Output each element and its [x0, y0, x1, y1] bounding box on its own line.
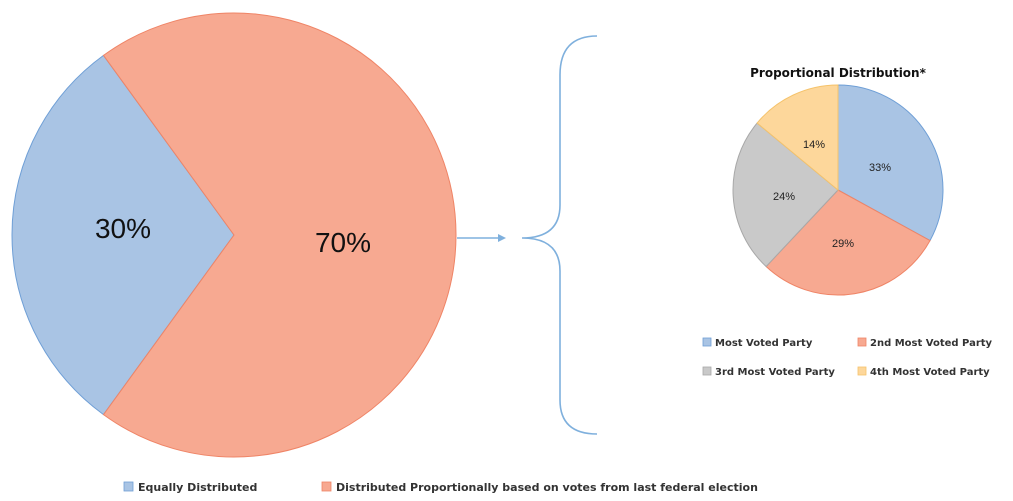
proportional-pie-slice-3 — [756, 84, 839, 192]
main-pie-label-proportional: 70% — [315, 227, 371, 258]
small-pie-title: Proportional Distribution* — [750, 66, 926, 80]
legend-swatch-equally — [123, 481, 134, 492]
legend-swatch-2nd — [857, 337, 867, 347]
small-pie-label-most: 33% — [869, 162, 891, 174]
proportional-pie-slice-1 — [765, 189, 931, 296]
main-pie-slice-0 — [11, 54, 235, 416]
small-pie-label-2nd: 29% — [832, 238, 854, 250]
main-pie-chart — [11, 12, 457, 458]
proportional-pie-slice-2 — [732, 122, 839, 268]
legend-swatch-most — [702, 337, 712, 347]
proportional-pie-slice-0 — [837, 84, 944, 242]
legend-label-4th: 4th Most Voted Party — [870, 367, 990, 378]
legend-label-equally: Equally Distributed — [138, 481, 257, 494]
legend-swatch-4th — [857, 366, 867, 376]
proportional-pie-chart — [732, 84, 944, 296]
small-pie-label-3rd: 24% — [773, 191, 795, 203]
legend-label-2nd: 2nd Most Voted Party — [870, 338, 993, 349]
legend-label-3rd: 3rd Most Voted Party — [715, 367, 835, 378]
main-pie-label-equally: 30% — [95, 213, 151, 244]
legend-label-proportional: Distributed Proportionally based on vote… — [336, 481, 758, 494]
main-pie-legend: Equally Distributed Distributed Proporti… — [123, 481, 758, 494]
legend-swatch-3rd — [702, 366, 712, 376]
connector-arrow — [457, 234, 506, 242]
small-pie-label-4th: 14% — [803, 139, 825, 151]
main-pie-slice-1 — [102, 12, 457, 458]
curly-brace — [521, 35, 598, 435]
legend-label-most: Most Voted Party — [715, 338, 813, 349]
legend-swatch-proportional — [321, 481, 332, 492]
small-pie-legend: Most Voted Party 2nd Most Voted Party 3r… — [702, 337, 993, 378]
